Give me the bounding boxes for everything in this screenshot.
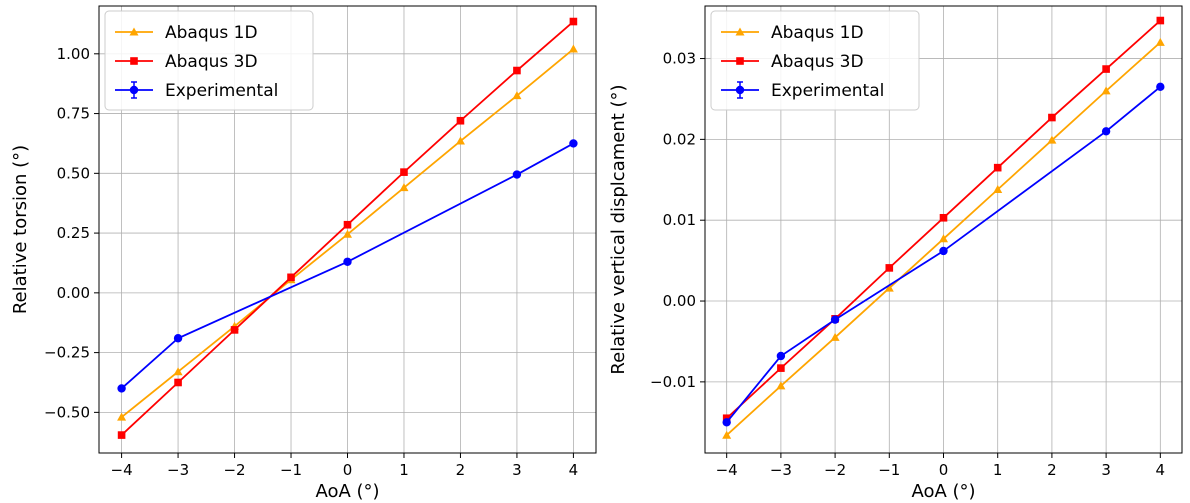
data-point	[117, 384, 126, 393]
x-tick-label: 3	[512, 461, 522, 479]
legend: Abaqus 1D Abaqus 3D Experimental	[104, 10, 314, 111]
data-point	[230, 326, 239, 334]
data-point	[939, 234, 948, 243]
series-line-experimental	[725, 86, 1161, 423]
data-point	[1048, 113, 1056, 122]
data-point	[830, 332, 840, 341]
data-point	[173, 334, 183, 343]
legend-label: Abaqus 3D	[165, 52, 258, 72]
legend-marker	[735, 85, 745, 95]
x-tick-label: −2	[824, 461, 846, 479]
data-point	[939, 246, 948, 256]
data-point	[568, 44, 578, 53]
legend-label: Experimental	[771, 81, 884, 101]
y-tick-label: 0.50	[57, 164, 90, 182]
data-point	[343, 220, 352, 229]
data-point	[830, 315, 840, 324]
plot-frame	[98, 5, 597, 454]
legend: Abaqus 1D Abaqus 3D Experimental	[710, 10, 920, 111]
legend-label: Abaqus 1D	[771, 23, 864, 43]
data-point	[776, 381, 786, 390]
y-tick-label: 0.02	[663, 130, 696, 148]
data-point	[722, 430, 732, 439]
data-point	[722, 418, 731, 427]
data-point	[1101, 127, 1111, 136]
data-point	[512, 91, 522, 100]
left-chart-torsion: −4 −3 −2 −1 0 1 2 3 4 −0.50 −0.25 0.00 0.25 0.50 0.75 1…	[10, 5, 597, 502]
legend-marker	[129, 85, 139, 95]
y-axis-label: Relative torsion (°)	[10, 145, 31, 314]
x-tick-label: −3	[770, 461, 792, 479]
legend-marker	[129, 27, 139, 36]
legend-box	[104, 10, 314, 111]
y-tick-label: 1.00	[57, 45, 90, 63]
data-point	[343, 229, 352, 238]
data-point	[400, 168, 408, 176]
x-tick-label: −3	[167, 461, 189, 479]
x-axis-label: AoA (°)	[315, 481, 379, 502]
x-tick-label: 4	[1156, 461, 1166, 479]
legend-box	[710, 10, 920, 111]
data-point	[777, 364, 785, 372]
legend-label: Abaqus 3D	[771, 52, 864, 72]
x-tick-label: 3	[1101, 461, 1111, 479]
data-point	[1102, 65, 1110, 73]
data-point	[173, 367, 183, 376]
data-point	[399, 183, 409, 192]
legend-label: Experimental	[165, 81, 278, 101]
x-tick-label: 4	[569, 461, 579, 479]
data-point	[569, 139, 578, 148]
data-point	[117, 431, 126, 439]
legend-marker	[130, 57, 138, 65]
legend-marker	[736, 57, 744, 65]
data-point	[1101, 86, 1111, 95]
plot-frame	[704, 5, 1183, 454]
x-tick-label: 2	[1047, 461, 1057, 479]
data-point	[513, 66, 521, 75]
data-point	[884, 283, 894, 292]
data-point	[512, 170, 522, 179]
data-point	[456, 116, 465, 125]
x-tick-label: 1	[993, 461, 1003, 479]
y-tick-label: 0.01	[663, 211, 696, 229]
data-point	[455, 136, 465, 145]
data-point	[287, 273, 295, 282]
x-axis-label: AoA (°)	[911, 481, 975, 502]
y-tick-label: 0.00	[663, 292, 696, 310]
legend-label: Abaqus 1D	[165, 23, 258, 43]
y-tick-label: 0.00	[57, 284, 90, 302]
x-tick-label: −1	[280, 461, 302, 479]
data-point	[993, 184, 1003, 193]
legend-marker	[735, 27, 745, 36]
y-axis-label: Relative vertical displcament (°)	[608, 84, 629, 374]
y-tick-label: −0.01	[650, 373, 696, 391]
x-tick-label: −4	[716, 461, 738, 479]
data-point	[1047, 135, 1057, 144]
x-tick-label: −4	[111, 461, 133, 479]
data-point	[1156, 82, 1165, 92]
data-point	[939, 213, 948, 222]
data-point	[343, 257, 352, 266]
data-point	[174, 378, 182, 387]
data-point	[776, 351, 786, 361]
x-tick-label: 0	[939, 461, 949, 479]
y-tick-label: 0.25	[57, 224, 90, 242]
y-tick-label: 0.75	[57, 105, 90, 123]
x-tick-label: 1	[399, 461, 409, 479]
data-point	[569, 17, 578, 26]
data-point	[1155, 37, 1165, 46]
y-tick-label: −0.50	[44, 403, 90, 421]
y-tick-label: −0.25	[44, 344, 90, 362]
x-tick-label: 0	[343, 461, 353, 479]
y-tick-label: 0.03	[663, 50, 696, 68]
x-tick-label: −2	[223, 461, 245, 479]
x-tick-label: −1	[878, 461, 900, 479]
data-point	[885, 264, 894, 272]
data-point	[993, 163, 1002, 172]
data-point	[117, 412, 127, 421]
right-chart-vertical-displacement: −4 −3 −2 −1 0 1 2 3 4 −0.01 0.00 0.01 0.02 0.03 AoA (°…	[608, 5, 1183, 502]
x-tick-label: 2	[456, 461, 466, 479]
data-point	[1156, 16, 1165, 25]
